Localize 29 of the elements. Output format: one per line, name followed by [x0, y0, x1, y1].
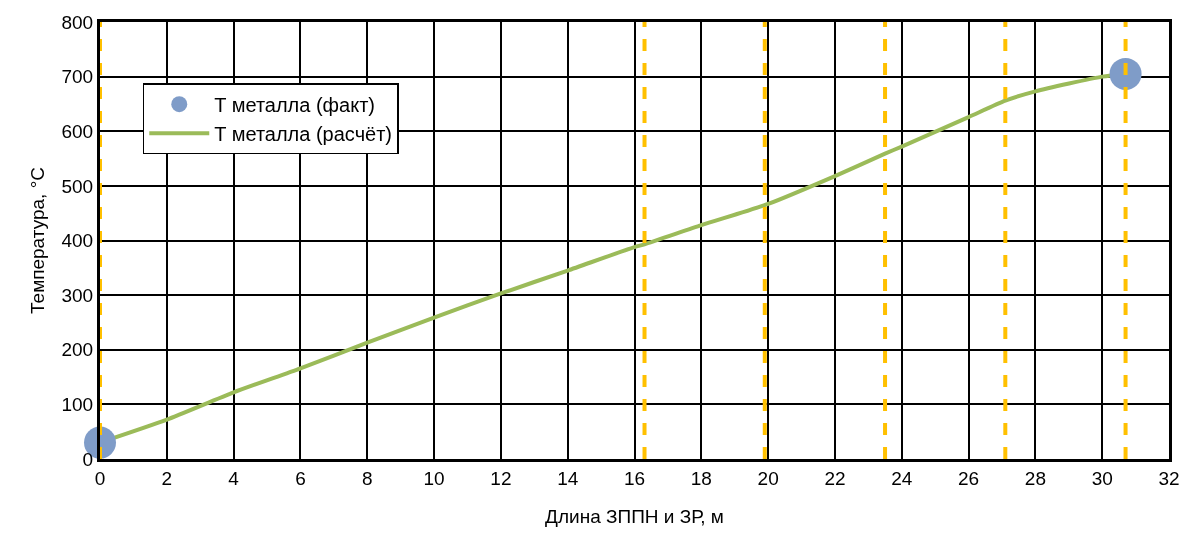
x-tick-label: 4: [228, 467, 240, 489]
x-axis-title: Длина ЗППН и ЗР, м: [545, 505, 724, 527]
y-tick-label: 600: [61, 120, 94, 142]
x-tick-label: 20: [757, 467, 779, 489]
y-tick-label: 500: [61, 175, 94, 197]
legend-label: T металла (факт): [214, 93, 375, 116]
x-tick-label: 28: [1024, 467, 1046, 489]
x-tick-label: 32: [1158, 467, 1180, 489]
y-tick-label: 700: [61, 66, 94, 88]
x-tick-label: 24: [891, 467, 913, 489]
y-tick-label: 300: [61, 284, 94, 306]
x-tick-label: 12: [490, 467, 512, 489]
y-tick-label: 800: [61, 11, 94, 33]
x-tick-label: 6: [295, 467, 306, 489]
y-tick-label: 100: [61, 394, 94, 416]
y-axis-title: Температура, °C: [27, 167, 49, 314]
y-tick-label: 200: [61, 339, 94, 361]
x-tick-label: 26: [957, 467, 980, 489]
y-tick-label: 400: [61, 230, 94, 252]
x-tick-label: 18: [690, 467, 712, 489]
legend-label: T металла (расчёт): [214, 122, 393, 145]
x-tick-label: 30: [1091, 467, 1113, 489]
x-tick-label: 10: [423, 467, 445, 489]
x-tick-label: 16: [623, 467, 646, 489]
y-tick-label: 0: [82, 448, 94, 470]
x-tick-label: 14: [557, 467, 579, 489]
x-tick-label: 2: [161, 467, 173, 489]
x-tick-label: 8: [361, 467, 373, 489]
x-tick-label: 22: [824, 467, 846, 489]
